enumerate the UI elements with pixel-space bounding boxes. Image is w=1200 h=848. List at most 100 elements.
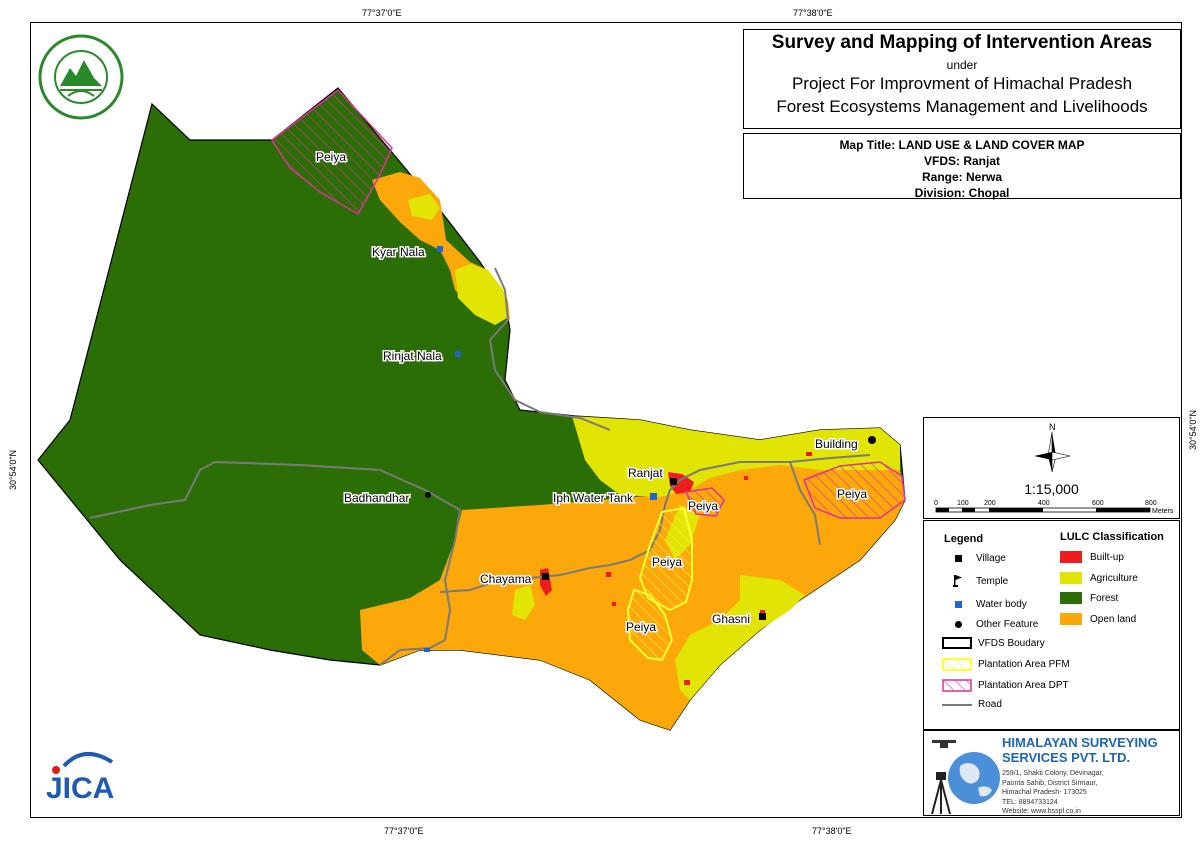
project-line-1: Project For Improvment of Himachal Prade… [791,74,1133,93]
legend-heading: Legend [944,533,984,545]
village-icon [954,555,962,562]
vfds-name: VFDS: Ranjat [923,154,1000,168]
company-box: HIMALAYAN SURVEYING SERVICES PVT. LTD. 2… [923,730,1180,816]
vfds-boundary-icon [942,637,972,649]
feature-building[interactable] [868,436,876,444]
legend-village: Village [944,553,1006,564]
legend-plantation-dpt: Plantation Area DPT [942,679,1069,692]
agriculture-north-2 [455,264,507,325]
range-name: Range: Nerwa [921,170,1003,184]
builtup-patch-5 [806,452,812,456]
scale-unit: Meters [1152,508,1174,515]
north-label: N [1049,422,1056,432]
village-ghasni-marker[interactable] [759,613,766,620]
temple-flag-icon [944,575,972,587]
agriculture-swatch [1060,572,1082,584]
road-line-icon [942,703,972,706]
feature-badhandhar[interactable] [425,492,431,498]
scale-tick-0: 0 [934,500,938,507]
jica-logo: JICA [46,752,114,805]
forest-dept-logo [38,34,124,120]
label-kyar-nala: Kyar Nala [372,245,425,259]
pfm-hatch-icon [942,658,972,671]
forest-swatch [1060,592,1082,604]
waterbody-rinjat-nala[interactable] [455,351,461,357]
agriculture-north-1 [408,194,440,220]
road-east [789,461,821,546]
open-land-swatch [1060,613,1082,625]
coord-top-right: 77°38'0"E [793,8,833,18]
label-peiya-east: Peiya [837,487,867,501]
label-peiya-pfm-upper: Peiya [652,555,682,569]
legend-agriculture: Agriculture [1060,572,1138,584]
scale-tick-200: 200 [984,500,996,507]
title-box: Survey and Mapping of Intervention Areas… [743,29,1181,129]
label-ghasni: Ghasni [712,612,750,626]
plantation-dpt-east[interactable] [803,461,906,519]
map-title: Map Title: LAND USE & LAND COVER MAP [839,138,1085,152]
north-arrow-icon: N [1034,422,1071,473]
village-ranjat-marker[interactable] [670,478,677,485]
builtup-patch-6 [744,476,748,480]
coord-bottom-right: 77°38'0"E [812,826,852,836]
label-ranjat: Ranjat [628,466,663,480]
scale-tick-800: 800 [1145,500,1157,507]
label-peiya-pfm-lower: Peiya [626,620,656,634]
dpt-hatch-icon [942,679,972,692]
division-name: Division: Chopal [914,186,1010,200]
agriculture-ghasni [675,575,805,700]
legend-plantation-pfm: Plantation Area PFM [942,658,1070,671]
label-building: Building [815,437,858,451]
legend-open-land: Open land [1060,613,1136,625]
jica-swoosh-icon [52,752,114,774]
label-rinjat-nala: Rinjat Nala [383,349,442,363]
surveyor-globe-icon [931,740,1000,815]
legend-builtup: Built-up [1060,551,1124,563]
plantation-pfm-upper[interactable] [638,506,693,612]
road-north [488,267,611,431]
legend-vfds-boundary: VFDS Boudary [942,637,1045,649]
agriculture-east [572,416,900,497]
plantation-pfm-lower[interactable] [626,588,674,662]
builtup-swatch [1060,551,1082,563]
legend-temple: Temple [944,575,1008,587]
waterbody-south[interactable] [424,648,430,652]
scale-tick-600: 600 [1092,500,1104,507]
plantation-dpt-center[interactable] [684,487,725,517]
label-chayama: Chayama [480,572,532,586]
waterbody-iph-tank[interactable] [650,493,657,500]
builtup-patch-2 [612,602,616,606]
map-frame [30,22,1182,818]
scale-tick-100: 100 [957,500,969,507]
project-line-2: Forest Ecosystems Management and Livelih… [776,97,1148,116]
other-feature-icon [954,621,962,628]
builtup-ranjat [668,472,694,494]
builtup-patch-1 [606,572,611,577]
label-peiya-center: Peiya [688,499,718,513]
waterbody-icon [954,601,962,608]
lulc-heading: LULC Classification [1060,531,1164,543]
scale-bar: 0 100 200 400 600 800 Meters [934,500,1174,515]
main-title: Survey and Mapping of Intervention Areas [771,32,1153,53]
company-address: 259/1, Shakti Colony, Devinagar, Paonta … [1002,770,1104,815]
coord-top-left: 77°37'0"E [362,8,402,18]
legend-waterbody: Water body [944,599,1027,610]
waterbody-kyar-nala[interactable] [437,246,443,252]
legend-forest: Forest [1060,592,1118,604]
legend-other-feature: Other Feature [944,619,1038,630]
label-badhandhar: Badhandhar [344,491,409,505]
company-name: HIMALAYAN SURVEYING SERVICES PVT. LTD. [1002,735,1158,765]
plantation-dpt-nw[interactable] [270,88,393,216]
builtup-patch-4 [684,680,690,685]
map-info-box: Map Title: LAND USE & LAND COVER MAP VFD… [743,133,1181,200]
coord-bottom-left: 77°37'0"E [384,826,424,836]
agriculture-chayama [512,585,535,620]
title-under: under [946,58,978,72]
scale-tick-400: 400 [1038,500,1050,507]
scale-ratio: 1:15,000 [1024,481,1079,497]
scale-box: N 1:15,000 0 100 200 400 600 800 Meters [923,417,1180,519]
road-west [89,460,462,666]
legend-road: Road [942,699,1002,710]
village-chayama-marker[interactable] [542,573,549,580]
